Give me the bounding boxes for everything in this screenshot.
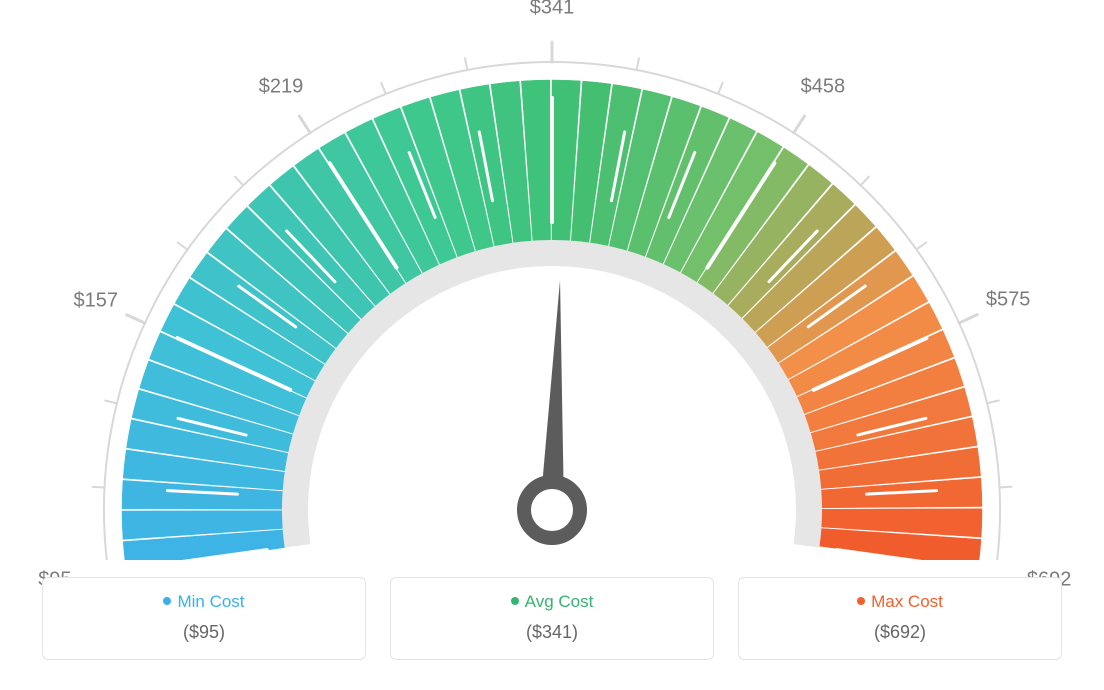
legend-card-min: Min Cost ($95) — [42, 577, 366, 660]
legend-value-avg: ($341) — [391, 622, 713, 643]
gauge-area: $95$157$219$341$458$575$692 — [0, 0, 1104, 560]
legend-value-max: ($692) — [739, 622, 1061, 643]
legend-label-max: Max Cost — [739, 592, 1061, 612]
dot-icon — [857, 597, 865, 605]
gauge-tick-label: $157 — [74, 289, 119, 312]
legend-card-max: Max Cost ($692) — [738, 577, 1062, 660]
legend-avg-text: Avg Cost — [525, 592, 594, 611]
gauge-svg — [0, 0, 1104, 560]
legend-value-min: ($95) — [43, 622, 365, 643]
legend-label-min: Min Cost — [43, 592, 365, 612]
gauge-tick-label: $458 — [801, 76, 846, 99]
legend-label-avg: Avg Cost — [391, 592, 713, 612]
gauge-tick-label: $341 — [530, 0, 575, 20]
gauge-tick-label: $219 — [259, 76, 304, 99]
legend-max-text: Max Cost — [871, 592, 943, 611]
dot-icon — [163, 597, 171, 605]
legend-row: Min Cost ($95) Avg Cost ($341) Max Cost … — [42, 577, 1062, 660]
legend-card-avg: Avg Cost ($341) — [390, 577, 714, 660]
legend-min-text: Min Cost — [177, 592, 244, 611]
gauge-tick-label: $575 — [986, 289, 1031, 312]
dot-icon — [511, 597, 519, 605]
cost-gauge-chart: $95$157$219$341$458$575$692 Min Cost ($9… — [0, 0, 1104, 690]
